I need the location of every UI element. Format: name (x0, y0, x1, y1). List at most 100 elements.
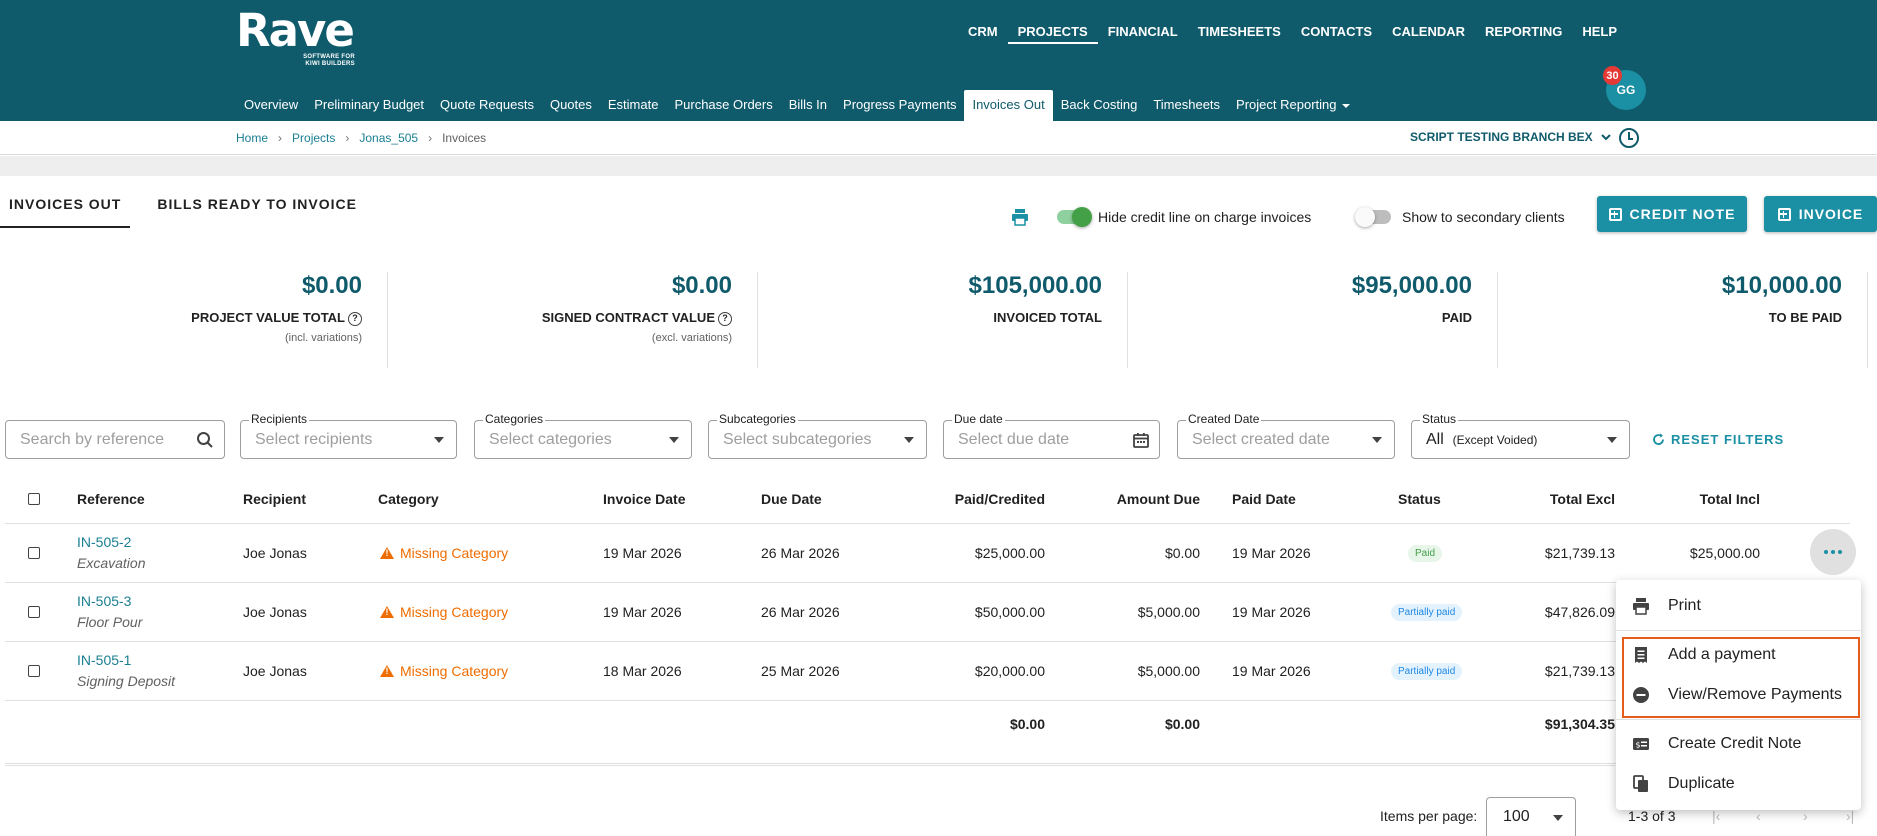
first-page-icon[interactable]: |‹ (1712, 808, 1721, 824)
reference-link[interactable]: IN-505-2 (77, 534, 132, 550)
subnav-project-reporting[interactable]: Project Reporting (1228, 90, 1357, 121)
hide-credit-toggle[interactable] (1057, 207, 1092, 227)
secondary-clients-toggle[interactable] (1355, 207, 1391, 227)
history-clock-icon[interactable] (1619, 128, 1639, 148)
subnav-invoices-out[interactable]: Invoices Out (964, 90, 1053, 121)
select-all-checkbox[interactable] (28, 493, 40, 505)
remove-circle-icon (1633, 687, 1649, 703)
topnav-projects[interactable]: PROJECTS (1007, 24, 1098, 44)
header-total-incl[interactable]: Total Incl (1699, 491, 1760, 507)
subnav-quotes[interactable]: Quotes (549, 97, 592, 112)
recipient-cell: Joe Jonas (243, 604, 307, 620)
topnav-help[interactable]: HELP (1582, 24, 1617, 39)
topnav-reporting[interactable]: REPORTING (1485, 24, 1563, 39)
subnav-preliminary-budget[interactable]: Preliminary Budget (314, 97, 425, 112)
reset-filters-button[interactable]: RESET FILTERS (1652, 432, 1784, 447)
reference-link[interactable]: IN-505-3 (77, 593, 132, 609)
header-reference[interactable]: Reference (77, 491, 145, 507)
subcategories-select[interactable]: Subcategories Select subcategories (708, 412, 927, 459)
invoice-tabs: INVOICES OUT BILLS READY TO INVOICE (0, 176, 366, 228)
rave-logo[interactable]: Rave SOFTWARE FOR KIWI BUILDERS (236, 8, 355, 68)
signed-contract-label-text: SIGNED CONTRACT VALUE (541, 310, 715, 325)
header-invoice-date[interactable]: Invoice Date (603, 491, 686, 507)
subnav-timesheets[interactable]: Timesheets (1153, 97, 1221, 112)
credit-note-button[interactable]: CREDIT NOTE (1597, 196, 1747, 232)
project-subnav: Overview Preliminary Budget Quote Reques… (236, 90, 1358, 121)
help-icon[interactable]: ? (718, 311, 732, 326)
topnav-contacts[interactable]: CONTACTS (1300, 24, 1373, 39)
caret-down-icon (434, 437, 444, 443)
topnav-timesheets[interactable]: TIMESHEETS (1197, 24, 1281, 39)
paid-date-cell: 19 Mar 2026 (1232, 604, 1311, 620)
subnav-purchase-orders[interactable]: Purchase Orders (674, 97, 773, 112)
caret-down-icon (904, 437, 914, 443)
amount-due-cell: $0.00 (1164, 545, 1200, 561)
add-box-icon (1608, 207, 1622, 221)
recipients-select[interactable]: Recipients Select recipients (240, 412, 457, 459)
topnav-crm[interactable]: CRM (968, 24, 998, 39)
subnav-bills-in[interactable]: Bills In (788, 97, 828, 112)
menu-print[interactable]: Print (1616, 588, 1861, 624)
categories-label: Categories (483, 412, 546, 426)
menu-add-payment-label: Add a payment (1668, 646, 1776, 663)
print-icon[interactable] (1011, 208, 1029, 226)
next-page-icon[interactable]: › (1803, 808, 1808, 824)
row-checkbox[interactable] (28, 547, 40, 559)
category-cell: Missing Category (380, 604, 508, 620)
tab-bills-ready[interactable]: BILLS READY TO INVOICE (157, 196, 357, 212)
tab-invoices-out[interactable]: INVOICES OUT (0, 176, 131, 228)
receipt-icon (1635, 647, 1647, 663)
breadcrumb-project[interactable]: Jonas_505 (359, 131, 419, 145)
header-paid-date[interactable]: Paid Date (1232, 491, 1296, 507)
breadcrumb-current: Invoices (442, 131, 487, 145)
invoice-button[interactable]: INVOICE (1764, 196, 1877, 232)
category-cell: Missing Category (380, 663, 508, 679)
breadcrumb-home[interactable]: Home (236, 131, 269, 145)
items-per-page-select[interactable]: 100 (1486, 797, 1576, 836)
menu-create-credit-note[interactable]: $ Create Credit Note (1616, 726, 1861, 762)
header-status[interactable]: Status (1398, 491, 1441, 507)
categories-select[interactable]: Categories Select categories (474, 412, 692, 459)
menu-view-remove-payments[interactable]: View/Remove Payments (1616, 677, 1861, 713)
row-checkbox[interactable] (28, 606, 40, 618)
calendar-icon[interactable] (1133, 432, 1149, 448)
prev-page-icon[interactable]: ‹ (1756, 808, 1761, 824)
chevron-right-icon: › (278, 131, 283, 145)
row-actions-button[interactable] (1810, 529, 1856, 575)
header-paid-credited[interactable]: Paid/Credited (954, 491, 1045, 507)
table-row[interactable]: IN-505-2 Excavation Joe Jonas Missing Ca… (5, 524, 1850, 583)
header-recipient[interactable]: Recipient (243, 491, 307, 507)
table-row[interactable]: IN-505-3 Floor Pour Joe Jonas Missing Ca… (5, 583, 1850, 642)
signed-contract-amount: $0.00 (671, 272, 732, 299)
topnav-calendar[interactable]: CALENDAR (1392, 24, 1466, 39)
category-cell: Missing Category (380, 545, 508, 561)
table-row[interactable]: IN-505-1 Signing Deposit Joe Jonas Missi… (5, 642, 1850, 701)
subnav-overview[interactable]: Overview (244, 97, 299, 112)
due-date-picker[interactable]: Due date Select due date (943, 412, 1160, 459)
chevron-right-icon: › (428, 131, 433, 145)
category-text: Missing Category (400, 545, 509, 561)
total-excl-cell: $21,739.13 (1544, 663, 1615, 679)
header-category[interactable]: Category (378, 491, 439, 507)
branch-selector[interactable]: SCRIPT TESTING BRANCH BEX (1410, 130, 1611, 144)
subnav-progress-payments[interactable]: Progress Payments (843, 97, 957, 112)
subnav-quote-requests[interactable]: Quote Requests (440, 97, 534, 112)
header-amount-due[interactable]: Amount Due (1116, 491, 1200, 507)
row-checkbox[interactable] (28, 665, 40, 677)
reference-link[interactable]: IN-505-1 (77, 652, 132, 668)
breadcrumb-projects[interactable]: Projects (292, 131, 336, 145)
subnav-estimate[interactable]: Estimate (607, 97, 659, 112)
last-page-icon[interactable]: ›| (1846, 808, 1855, 824)
header-due-date[interactable]: Due Date (761, 491, 822, 507)
created-date-select[interactable]: Created Date Select created date (1177, 412, 1395, 459)
help-icon[interactable]: ? (348, 311, 362, 326)
signed-contract-label: SIGNED CONTRACT VALUE? (388, 310, 732, 326)
topnav-financial[interactable]: FINANCIAL (1107, 24, 1178, 39)
menu-add-payment[interactable]: Add a payment (1616, 637, 1861, 673)
signed-contract-sub: (excl. variations) (651, 331, 732, 344)
header-total-excl[interactable]: Total Excl (1549, 491, 1615, 507)
status-select[interactable]: Status All (Except Voided) (1411, 412, 1630, 459)
search-input[interactable]: Search by reference (5, 420, 225, 459)
menu-duplicate[interactable]: Duplicate (1616, 766, 1861, 802)
subnav-back-costing[interactable]: Back Costing (1060, 97, 1138, 112)
